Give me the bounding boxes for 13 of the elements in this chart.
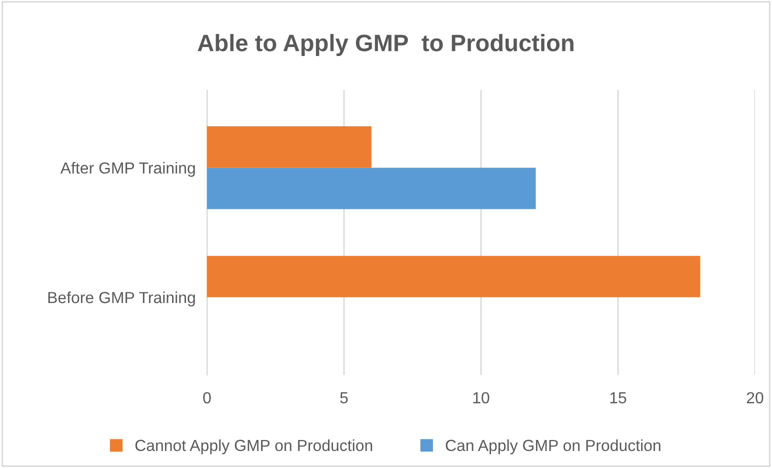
x-tick-label: 20	[746, 392, 764, 404]
y-tick-label: Before GMP Training	[48, 291, 195, 306]
chart-title: Able to Apply GMP to Production	[198, 34, 574, 56]
x-tick-label: 5	[340, 392, 348, 404]
bar	[207, 256, 700, 298]
legend-label: Cannot Apply GMP on Production	[135, 439, 372, 454]
bar	[207, 168, 536, 210]
x-tick-label: 0	[203, 392, 211, 404]
bar	[207, 126, 372, 168]
x-tick-label: 10	[473, 392, 490, 404]
legend-label: Can Apply GMP on Production	[446, 439, 660, 454]
x-tick-label: 15	[610, 392, 626, 404]
y-tick-label: After GMP Training	[60, 162, 195, 177]
